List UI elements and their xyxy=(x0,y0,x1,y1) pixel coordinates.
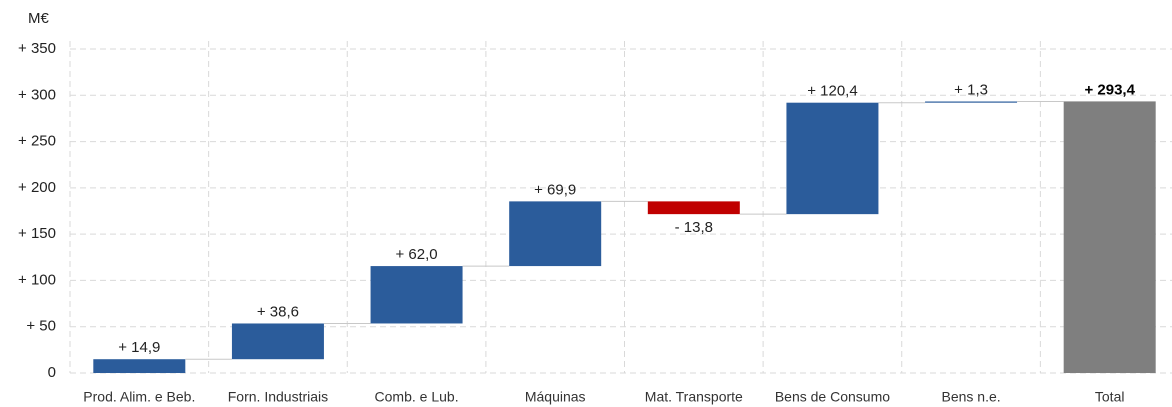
value-label: + 62,0 xyxy=(396,246,438,263)
bar xyxy=(93,359,186,373)
x-tick-label: Forn. Industriais xyxy=(228,389,328,405)
x-tick-label: Total xyxy=(1095,389,1125,405)
x-tick-label: Máquinas xyxy=(525,389,586,405)
y-tick-label: + 300 xyxy=(18,86,56,103)
value-label: + 38,6 xyxy=(257,303,299,320)
value-label: + 14,9 xyxy=(118,339,160,356)
y-tick-label: + 250 xyxy=(18,133,56,150)
total-bar xyxy=(1063,101,1156,373)
bar xyxy=(370,266,463,324)
bar xyxy=(925,101,1018,103)
y-tick-label: + 200 xyxy=(18,179,56,196)
value-label: - 13,8 xyxy=(675,219,713,236)
y-axis-label: M€ xyxy=(28,10,49,27)
value-label: + 120,4 xyxy=(807,83,857,100)
y-tick-label: 0 xyxy=(48,364,56,381)
bar xyxy=(509,201,602,267)
value-label: + 1,3 xyxy=(954,81,988,98)
value-label: + 69,9 xyxy=(534,181,576,198)
bar xyxy=(647,201,740,215)
bar xyxy=(786,102,879,215)
x-tick-label: Comb. e Lub. xyxy=(375,389,459,405)
y-tick-label: + 100 xyxy=(18,271,56,288)
y-tick-label: + 150 xyxy=(18,225,56,242)
y-tick-label: + 350 xyxy=(18,40,56,57)
bar xyxy=(231,323,324,360)
value-label: + 293,4 xyxy=(1084,81,1135,98)
x-tick-label: Mat. Transporte xyxy=(645,389,743,405)
x-tick-label: Bens n.e. xyxy=(941,389,1000,405)
x-tick-label: Prod. Alim. e Beb. xyxy=(83,389,195,405)
x-tick-label: Bens de Consumo xyxy=(775,389,890,405)
y-tick-label: + 50 xyxy=(26,318,56,335)
